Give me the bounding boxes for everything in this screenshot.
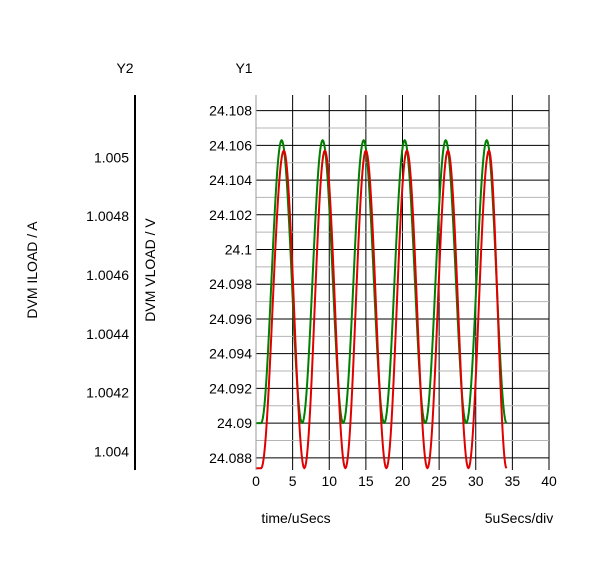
y2-tick-label: 1.0048 xyxy=(86,208,129,224)
x-tick-label: 5 xyxy=(289,473,297,489)
y1-tick-label: 24.108 xyxy=(209,103,252,119)
y1-tick-label: 24.098 xyxy=(209,276,252,292)
x-tick-label: 40 xyxy=(541,473,557,489)
x-scale-label: 5uSecs/div xyxy=(485,510,553,526)
y1-axis-label: DVM VLOAD / V xyxy=(142,218,158,322)
y2-tick-label: 1.004 xyxy=(94,443,129,459)
series-layer xyxy=(256,139,508,470)
axes xyxy=(134,95,257,470)
x-tick-label: 20 xyxy=(395,473,411,489)
y1-tick-label: 24.09 xyxy=(217,415,252,431)
x-tick-label: 0 xyxy=(252,473,260,489)
y2-axis-name: Y2 xyxy=(116,60,133,76)
x-tick-label: 10 xyxy=(321,473,337,489)
y1-tick-label: 24.094 xyxy=(209,346,252,362)
y1-tick-label: 24.104 xyxy=(209,172,252,188)
y2-tick-label: 1.0042 xyxy=(86,385,129,401)
x-axis-label: time/uSecs xyxy=(261,510,330,526)
y1-tick-label: 24.1 xyxy=(225,242,252,258)
x-tick-label: 35 xyxy=(505,473,521,489)
y1-tick-label: 24.106 xyxy=(209,137,252,153)
y2-tick-label: 1.0046 xyxy=(86,267,129,283)
series-green-line xyxy=(256,139,508,425)
y1-tick-label: 24.096 xyxy=(209,311,252,327)
y1-tick-label: 24.088 xyxy=(209,450,252,466)
y1-axis-name: Y1 xyxy=(235,60,252,76)
series-red-line xyxy=(256,149,508,470)
y2-tick-label: 1.0044 xyxy=(86,326,129,342)
x-tick-label: 15 xyxy=(358,473,374,489)
labels: 0 5 10 15 20 25 30 35 40 24.088 24.09 24.092 24.094 2… xyxy=(86,103,557,489)
y2-axis-label: DVM ILOAD / A xyxy=(24,221,40,319)
x-tick-label: 30 xyxy=(468,473,484,489)
y1-tick-label: 24.092 xyxy=(209,380,252,396)
x-tick-label: 25 xyxy=(431,473,447,489)
y1-tick-label: 24.102 xyxy=(209,207,252,223)
y2-tick-label: 1.005 xyxy=(94,149,129,165)
